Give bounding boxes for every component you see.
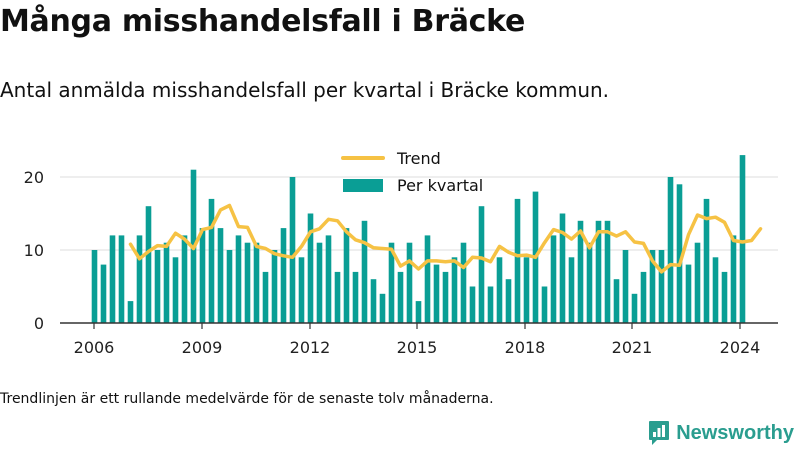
bar (145, 206, 152, 323)
bar (685, 264, 692, 323)
y-tick-label: 0 (34, 314, 44, 333)
bar (703, 198, 710, 323)
bar (379, 293, 386, 323)
bar (559, 213, 566, 323)
bar (343, 228, 350, 323)
bar (244, 242, 251, 323)
x-tick-label: 2006 (74, 338, 115, 357)
bar (640, 271, 647, 323)
bar (550, 235, 557, 323)
bar (523, 257, 530, 323)
bar (658, 250, 665, 323)
bar (541, 286, 548, 323)
bar (451, 257, 458, 323)
legend-trend-label: Trend (396, 149, 441, 168)
bar (352, 271, 359, 323)
y-axis: 0 10 20 (24, 168, 44, 333)
bar (460, 242, 467, 323)
bar (586, 242, 593, 323)
bar (667, 177, 674, 323)
bar (271, 250, 278, 323)
bar (100, 264, 107, 323)
footnote: Trendlinjen är ett rullande medelvärde f… (0, 391, 494, 407)
legend-bar-swatch (343, 179, 383, 192)
bar (442, 271, 449, 323)
chart-title: Många misshandelsfall i Bräcke (0, 4, 526, 39)
bar (496, 257, 503, 323)
newsworthy-logo-icon (649, 421, 670, 445)
legend-bar-label: Per kvartal (397, 176, 483, 195)
bar (478, 206, 485, 323)
chart-subtitle: Antal anmälda misshandelsfall per kvarta… (0, 78, 610, 102)
bar (154, 250, 161, 323)
y-tick-label: 20 (24, 168, 44, 187)
trend-line (128, 203, 763, 274)
x-axis: 2006 2009 2012 2015 2018 2021 2024 (60, 322, 778, 357)
bar (208, 198, 215, 323)
brand-name: Newsworthy (676, 421, 794, 444)
bar (280, 228, 287, 323)
bar (91, 250, 98, 323)
bar (370, 279, 377, 323)
bar (514, 198, 521, 323)
bar (127, 301, 134, 323)
x-tick-label: 2015 (397, 338, 438, 357)
x-tick-label: 2024 (720, 338, 761, 357)
bar (595, 220, 602, 323)
bar (217, 228, 224, 323)
x-tick-label: 2009 (182, 338, 223, 357)
chart: 0 10 20 2006 2009 2012 2015 2018 2021 2024 Trend… (24, 149, 778, 357)
bar (325, 235, 332, 323)
bar (613, 279, 620, 323)
bar (505, 279, 512, 323)
bar (109, 235, 116, 323)
bar (487, 286, 494, 323)
bar (316, 242, 323, 323)
bar (181, 235, 188, 323)
bar (307, 213, 314, 323)
bar (388, 242, 395, 323)
legend: Trend Per kvartal (341, 149, 483, 195)
bar (226, 250, 233, 323)
bar (604, 220, 611, 323)
x-tick-label: 2021 (612, 338, 653, 357)
bar (415, 301, 422, 323)
brand-logo[interactable]: Newsworthy (648, 420, 794, 446)
bar (298, 257, 305, 323)
bar (424, 235, 431, 323)
bar (172, 257, 179, 323)
bar (361, 220, 368, 323)
x-tick-label: 2018 (505, 338, 546, 357)
bar (568, 257, 575, 323)
bar (262, 271, 269, 323)
bar (406, 242, 413, 323)
bar (433, 264, 440, 323)
bar (694, 242, 701, 323)
bar (631, 293, 638, 323)
x-tick-label: 2012 (290, 338, 331, 357)
bar (397, 271, 404, 323)
bar (739, 155, 746, 323)
bar (118, 235, 125, 323)
bar (334, 271, 341, 323)
bar (136, 235, 143, 323)
bar (712, 257, 719, 323)
grid-lines (60, 176, 778, 251)
bar (253, 242, 260, 323)
bar (235, 235, 242, 323)
bar (676, 184, 683, 323)
bar (289, 177, 296, 323)
bar (163, 242, 170, 323)
bar (730, 235, 737, 323)
bar (622, 250, 629, 323)
bar (469, 286, 476, 323)
bar (577, 220, 584, 323)
bar (649, 250, 656, 323)
bar (199, 228, 206, 323)
bar (721, 271, 728, 323)
y-tick-label: 10 (24, 241, 44, 260)
